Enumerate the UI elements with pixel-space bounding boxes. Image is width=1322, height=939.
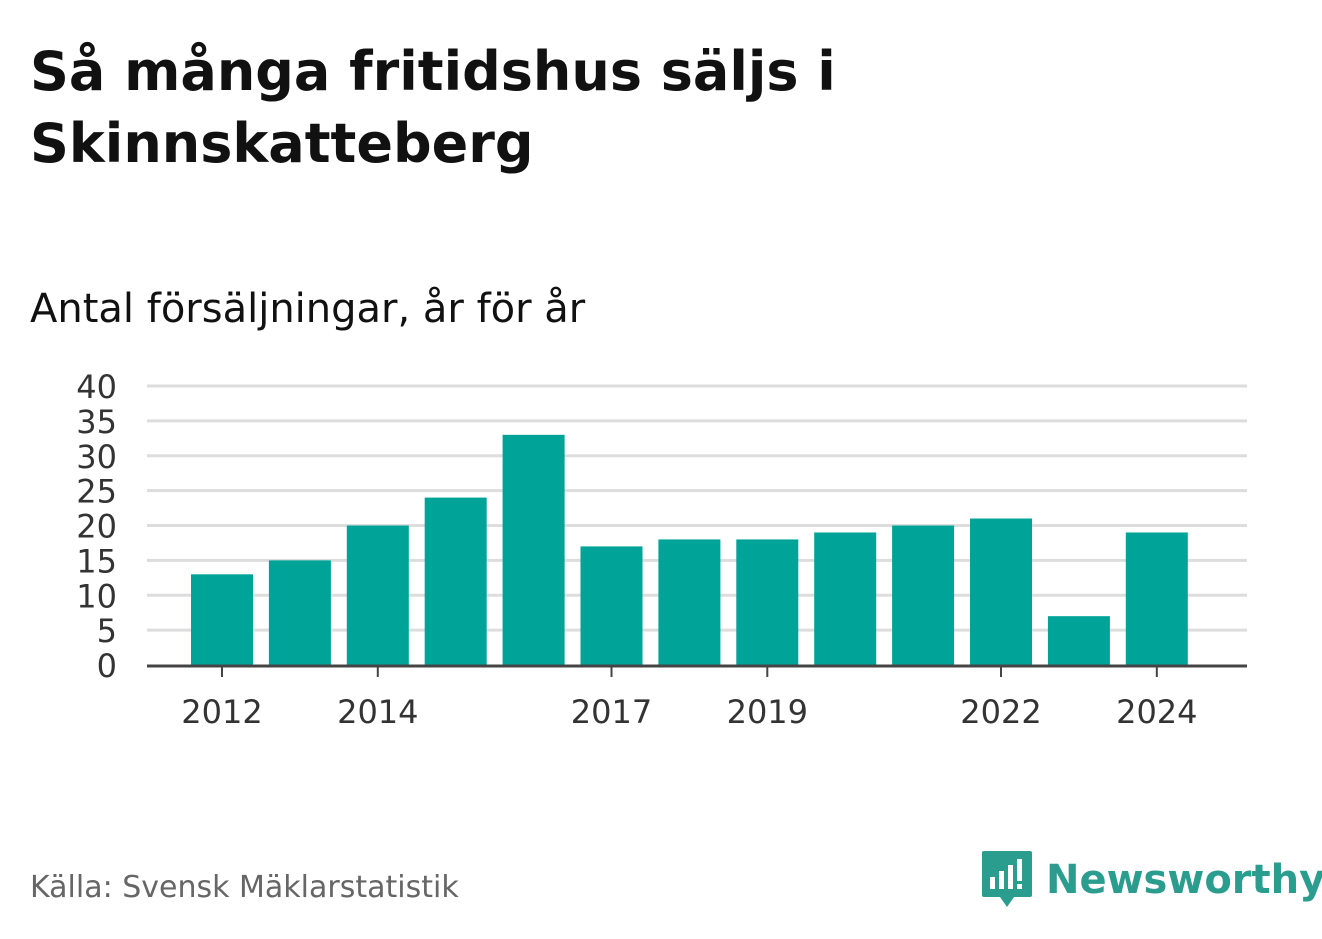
- bar-2021: [892, 525, 955, 665]
- bar-2019: [736, 539, 799, 665]
- x-tick-label: 2012: [181, 693, 262, 731]
- source-note: Källa: Svensk Mäklarstatistik: [30, 870, 459, 905]
- bar-2023: [1047, 616, 1110, 665]
- bar-2015: [424, 497, 487, 665]
- bar-2020: [814, 532, 877, 665]
- x-tick-label: 2024: [1116, 693, 1197, 731]
- y-tick-label: 30: [76, 438, 117, 476]
- x-tick-label: 2014: [337, 693, 418, 731]
- x-axis-ticks: 2012 2014 2017 2019 2022 2024: [181, 667, 1198, 731]
- x-tick-label: 2019: [727, 693, 808, 731]
- bar-2024: [1125, 532, 1188, 665]
- bar-2018: [658, 539, 721, 665]
- bar-2016: [502, 434, 565, 665]
- y-tick-label: 10: [76, 577, 117, 615]
- brand-logo: Newsworthy: [980, 848, 1322, 912]
- chart-title: Så många fritidshus säljs i Skinnskatteb…: [30, 40, 836, 175]
- y-tick-label: 20: [76, 508, 117, 546]
- y-tick-label: 15: [76, 542, 117, 580]
- bar-2022: [970, 518, 1032, 665]
- bar-2013: [268, 560, 331, 665]
- x-tick-label: 2017: [571, 693, 652, 731]
- newsworthy-logo-icon: [982, 851, 1032, 907]
- bars: [191, 434, 1188, 665]
- bar-2014: [346, 525, 409, 665]
- bar-2017: [580, 546, 643, 665]
- chart-subtitle: Antal försäljningar, år för år: [30, 286, 586, 332]
- y-tick-label: 40: [76, 368, 117, 406]
- y-tick-label: 5: [97, 612, 117, 650]
- x-tick-label: 2022: [960, 693, 1041, 731]
- y-tick-label: 25: [76, 473, 117, 511]
- brand-name: Newsworthy: [1046, 857, 1322, 903]
- y-tick-label: 0: [97, 647, 117, 685]
- y-tick-label: 35: [76, 403, 117, 441]
- bar-2012: [191, 574, 253, 665]
